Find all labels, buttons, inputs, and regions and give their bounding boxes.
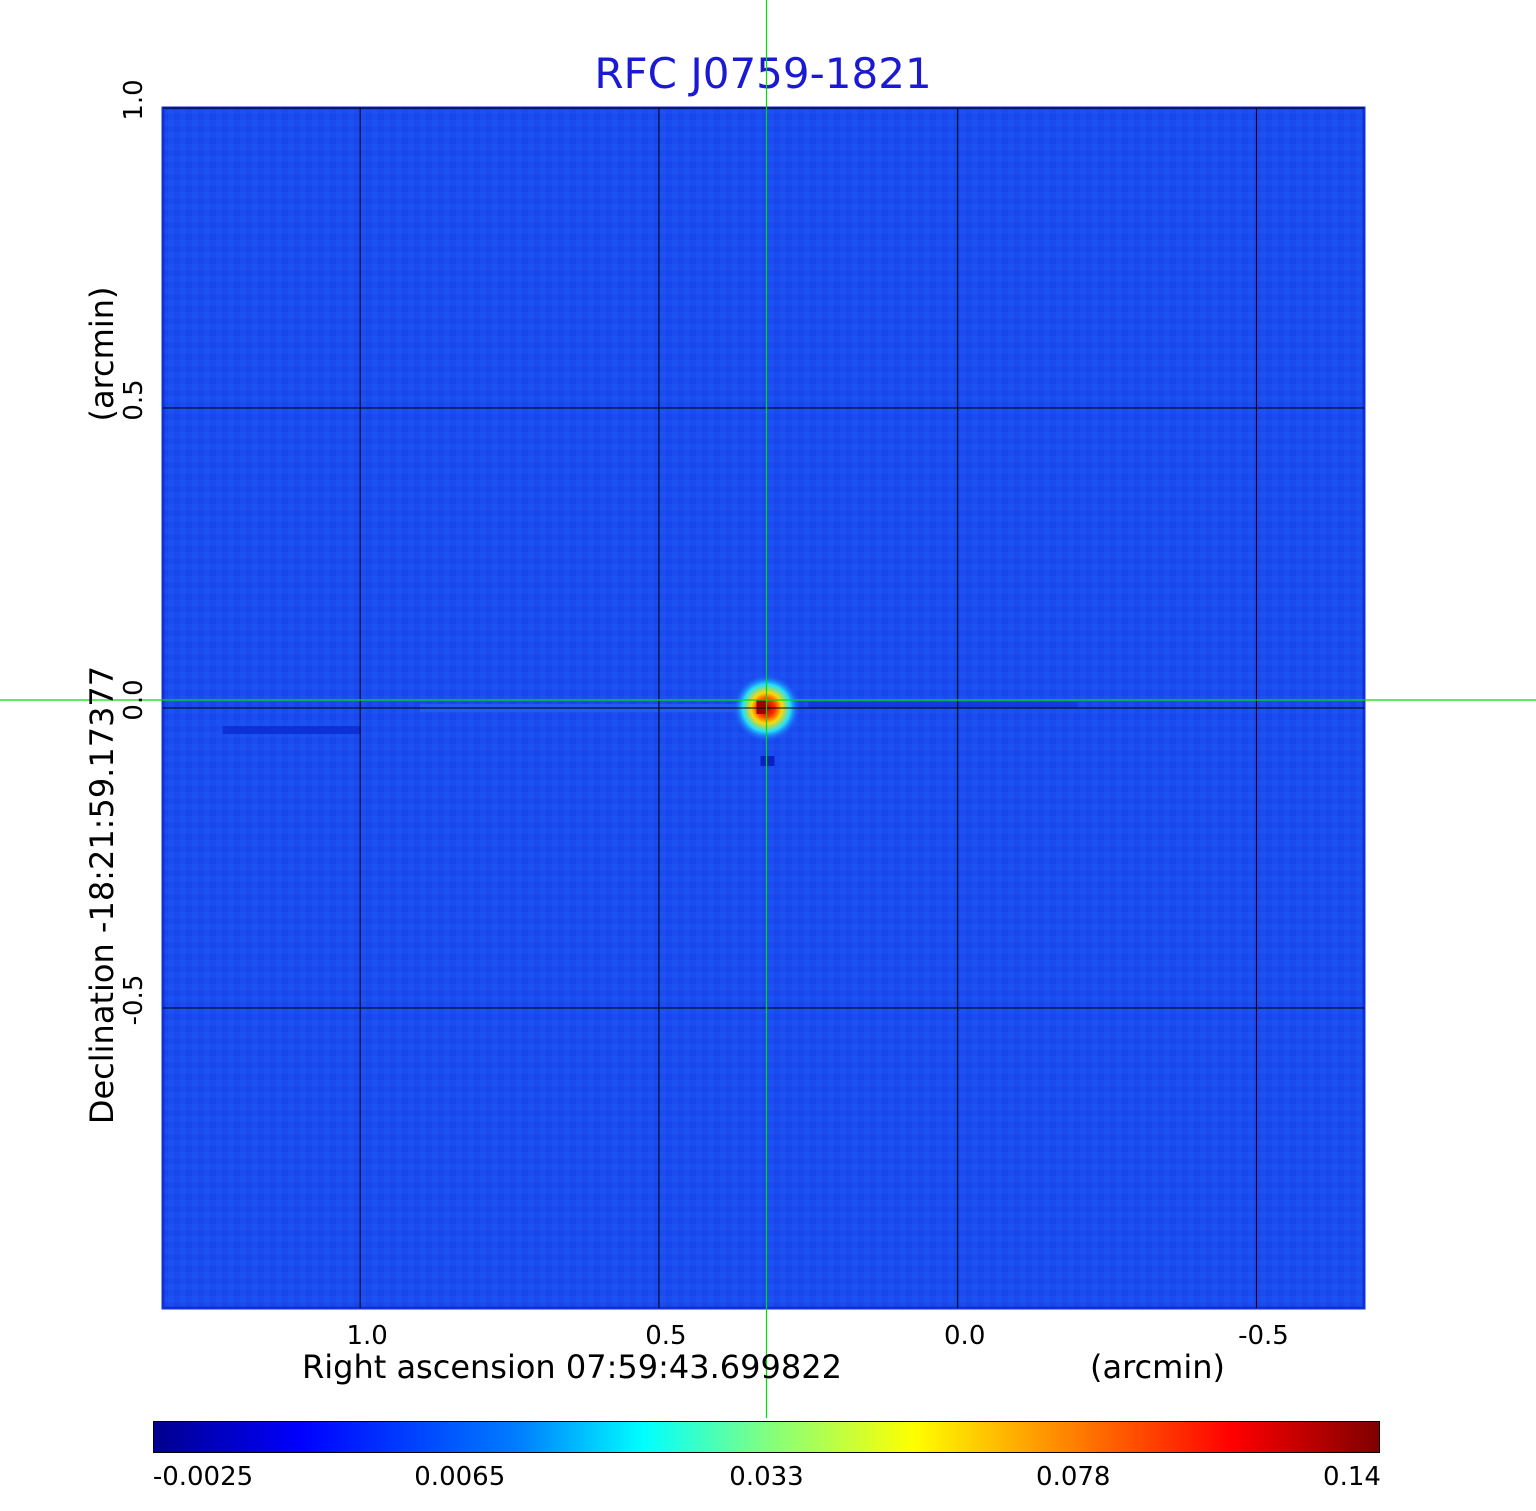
x-tick-label: 0.5 [645,1321,687,1351]
x-tick-label: -0.5 [1238,1321,1289,1351]
y-tick-label: 0.5 [119,379,149,421]
radio-source-peak [756,700,767,714]
y-axis-label: Declination -18:21:59.17377 [83,665,121,1125]
colorbar-tick-label: 0.14 [1323,1462,1381,1492]
colorbar-tick-label: 0.033 [729,1462,804,1492]
negative-sidelobe [760,756,775,766]
y-axis-unit: (arcmin) [83,286,121,422]
x-tick-label: 0.0 [944,1321,986,1351]
colorbar-tick-label: 0.0065 [414,1462,506,1492]
colorbar-tick-label: 0.078 [1036,1462,1111,1492]
x-tick-label: 1.0 [346,1321,388,1351]
chart-title: RFC J0759-1821 [594,49,932,98]
colorbar-tick-label: -0.0025 [152,1462,254,1492]
streak-artifact-right [808,702,1078,708]
y-tick-label: -0.5 [119,974,149,1026]
colorbar [153,1421,1380,1453]
y-tick-label: 0.0 [119,679,149,721]
y-tick-label: 1.0 [119,79,149,121]
streak-artifact-left [222,726,361,734]
x-axis-unit: (arcmin) [1090,1348,1225,1386]
x-axis-label: Right ascension 07:59:43.699822 [302,1348,842,1386]
